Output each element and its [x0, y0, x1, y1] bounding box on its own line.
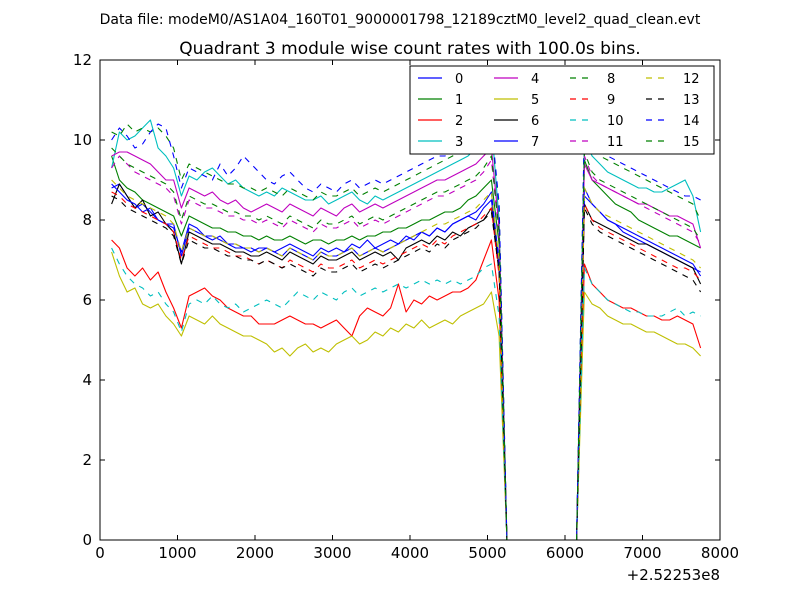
- legend-label-10: 10: [607, 114, 624, 129]
- legend-label-6: 6: [531, 114, 539, 129]
- y-tick-label: 10: [73, 131, 92, 149]
- legend-label-13: 13: [683, 93, 700, 108]
- legend-box: [409, 65, 715, 155]
- legend-label-2: 2: [455, 114, 463, 129]
- y-tick-label: 12: [73, 51, 92, 69]
- legend-label-4: 4: [531, 72, 539, 87]
- x-tick-label: 3000: [313, 544, 351, 562]
- series-line-15: [111, 147, 702, 541]
- chart-title: Quadrant 3 module wise count rates with …: [179, 39, 640, 59]
- y-tick-label: 0: [82, 531, 92, 549]
- x-tick-label: 4000: [391, 544, 429, 562]
- legend-label-0: 0: [455, 72, 463, 87]
- legend-label-5: 5: [531, 93, 539, 108]
- series-line-6: [111, 183, 702, 541]
- series-line-9: [111, 191, 701, 541]
- x-tick-label: 8000: [701, 544, 739, 562]
- series-line-8: [111, 123, 702, 541]
- x-tick-label: 5000: [468, 544, 506, 562]
- y-tick-label: 2: [82, 451, 92, 469]
- axis-ticks: 0 1000 2000 3000 4000 5000 6000 7000 80000246810…: [73, 51, 739, 562]
- x-tick-label: 0: [95, 544, 105, 562]
- y-tick-label: 6: [82, 291, 92, 309]
- legend-label-11: 11: [607, 135, 624, 150]
- legend-label-7: 7: [531, 135, 539, 150]
- series-line-1: [111, 155, 701, 541]
- legend-label-8: 8: [607, 72, 615, 87]
- x-offset-label: +2.52253e8: [627, 566, 720, 584]
- y-tick-label: 8: [82, 211, 92, 229]
- series-line-13: [111, 195, 702, 541]
- y-tick-label: 4: [82, 371, 92, 389]
- series-line-11: [111, 155, 702, 541]
- x-tick-label: 7000: [623, 544, 661, 562]
- legend-label-9: 9: [607, 93, 615, 108]
- figure-suptitle: Data file: modeM0/AS1A04_160T01_90000017…: [100, 12, 701, 28]
- series-line-5: [111, 251, 701, 541]
- series-line-2: [111, 239, 702, 541]
- x-tick-label: 6000: [546, 544, 584, 562]
- x-tick-label: 2000: [236, 544, 274, 562]
- series-line-10: [111, 247, 701, 541]
- legend-label-12: 12: [683, 72, 700, 87]
- legend-label-3: 3: [455, 135, 463, 150]
- legend-label-14: 14: [683, 114, 700, 129]
- series-line-3: [111, 119, 702, 541]
- legend-label-1: 1: [455, 93, 463, 108]
- x-tick-label: 1000: [158, 544, 196, 562]
- legend-label-15: 15: [683, 135, 700, 150]
- series-line-7: [111, 183, 702, 541]
